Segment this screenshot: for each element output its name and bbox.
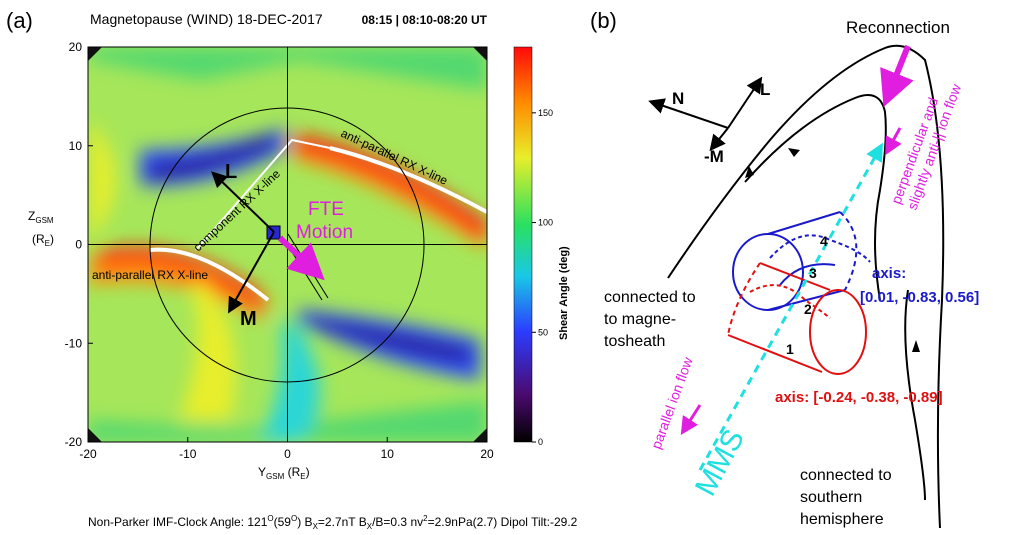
colorbar [514, 47, 532, 442]
x-tick-label: -20 [79, 447, 97, 461]
colorbar-tick-label: 50 [538, 327, 548, 337]
axis-label: -M [704, 147, 724, 166]
number: 2 [804, 301, 812, 317]
flow-arrow [888, 128, 900, 150]
x-tick-label: 10 [381, 447, 395, 461]
y-label: ZGSM(RE) [28, 209, 54, 248]
number: 1 [786, 341, 794, 357]
panel-label: (b) [590, 8, 617, 33]
annotation: parallel ion flow [648, 354, 696, 451]
y-tick-label: -10 [65, 336, 83, 350]
title: Magnetopause (WIND) 18-DEC-2017 [90, 11, 323, 27]
annotation: axis: [-0.24, -0.38, -0.89] [775, 389, 943, 406]
number: 4 [820, 233, 828, 249]
annotation: L [225, 161, 237, 183]
red-flux-rope [728, 263, 866, 374]
colorbar-label: Shear Angle (deg) [558, 246, 570, 340]
arrowheads [745, 148, 920, 352]
annotation: MMS [689, 424, 751, 501]
figure: (a) Magnetopause (WIND) 18-DEC-2017 08:1… [0, 0, 1016, 535]
blue-flux-rope [733, 212, 870, 310]
x-tick-label: 20 [480, 447, 494, 461]
lmn-axes [652, 80, 760, 148]
time: 08:15 | 08:10-08:20 UT [362, 13, 488, 27]
colorbar-tick-label: 0 [538, 437, 543, 447]
colorbar-tick-label: 100 [538, 218, 553, 228]
colorbar-tick-label: 150 [538, 108, 553, 118]
flow-arrow [888, 46, 908, 96]
annotation: Reconnection [846, 18, 950, 37]
axis-label: N [672, 89, 684, 108]
annotation: anti-parallel RX X-line [92, 268, 208, 282]
axis-label: L [760, 80, 770, 99]
annotation: FTE [308, 199, 344, 220]
number: 3 [809, 265, 817, 281]
annotation: perpendicular andslightly anti-|| ion fl… [888, 75, 965, 212]
y-tick-label: -20 [65, 435, 83, 449]
y-tick-label: 10 [69, 139, 83, 153]
annotation: Motion [296, 222, 353, 243]
x-tick-label: -10 [179, 447, 197, 461]
panel-label: (a) [6, 8, 33, 33]
y-tick-label: 0 [75, 238, 82, 252]
annotation: M [240, 308, 257, 330]
footer: Non-Parker IMF-Clock Angle: 121O(59O) BX… [88, 514, 578, 531]
mms-path [700, 148, 880, 470]
y-tick-label: 20 [69, 40, 83, 54]
x-label: YGSM (RE) [258, 465, 310, 481]
x-tick-label: 0 [284, 447, 291, 461]
flow-arrow [684, 405, 700, 430]
